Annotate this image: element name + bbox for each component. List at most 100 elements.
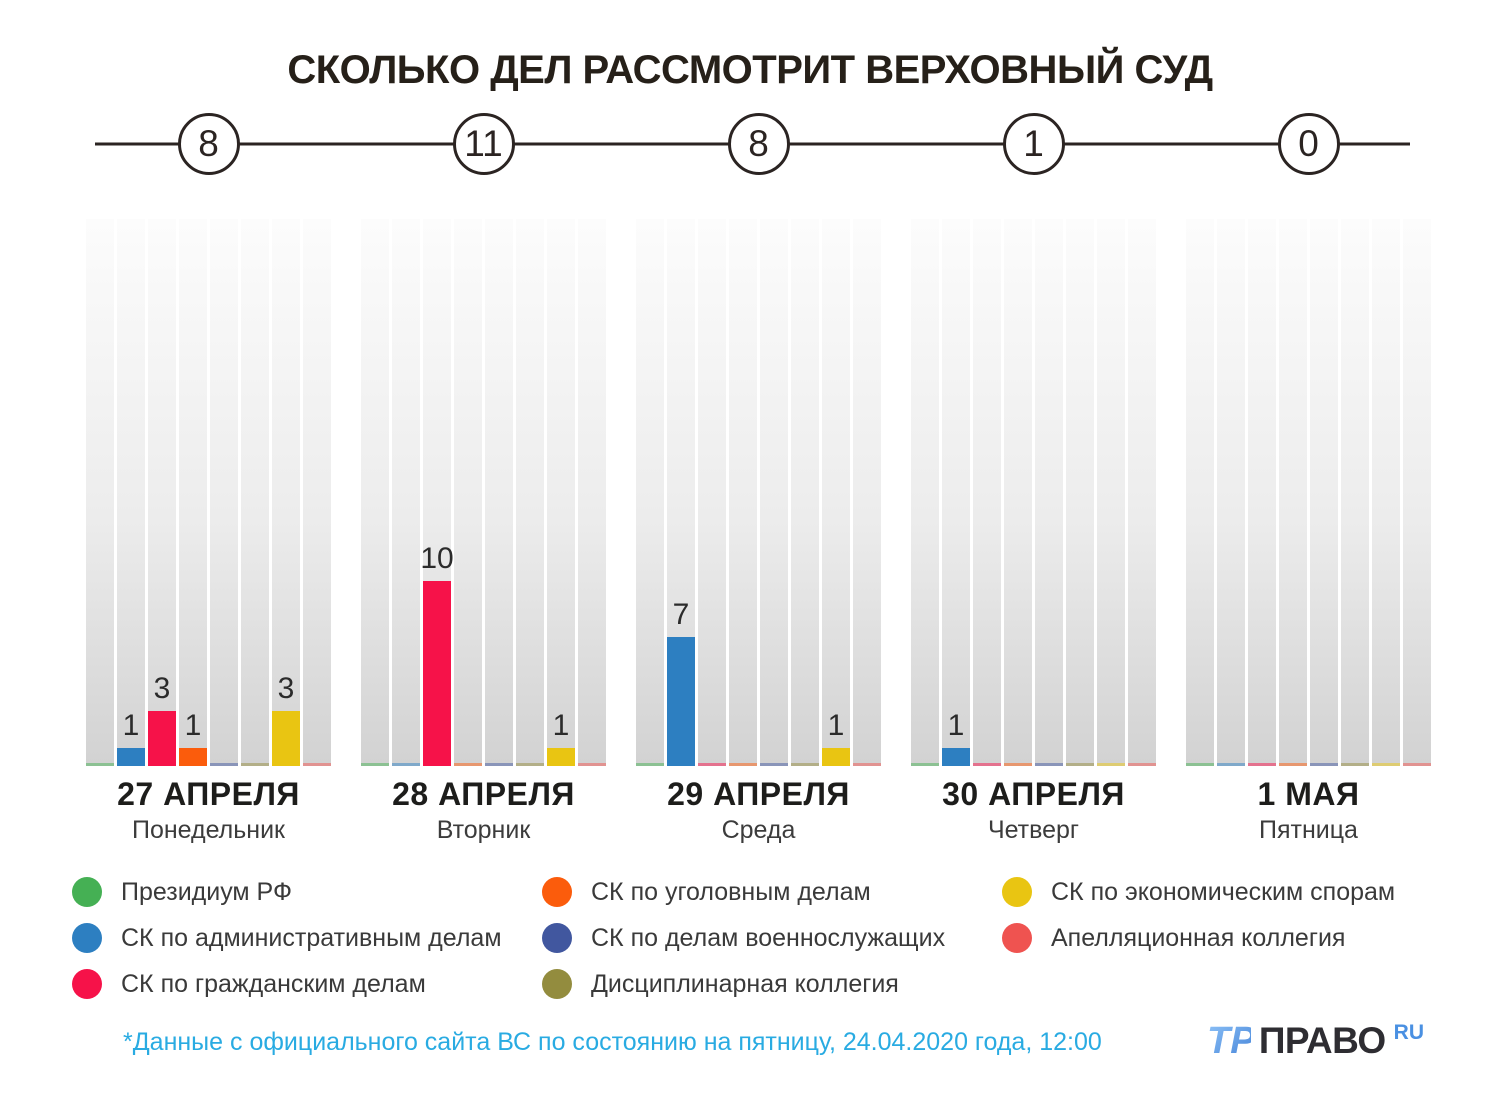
category-column	[1341, 219, 1369, 766]
day-weekday-label: Понедельник	[131, 816, 285, 844]
timeline-slot: 8	[636, 109, 881, 179]
legend-label: Апелляционная коллегия	[1051, 923, 1346, 952]
day-columns	[1186, 219, 1431, 766]
category-column: 10	[420, 219, 454, 766]
bar-value-label: 1	[122, 708, 140, 742]
category-base-strip	[853, 763, 881, 766]
category-base-strip	[760, 763, 788, 766]
legend-item: СК по административным делам	[72, 923, 542, 953]
category-base-strip	[578, 763, 606, 766]
category-base-strip	[1341, 763, 1369, 766]
timeline-circle-value: 0	[1298, 123, 1319, 164]
category-column: 7	[667, 219, 695, 766]
category-column	[853, 219, 881, 766]
category-base-strip	[210, 763, 238, 766]
day-date-label: 28 АПРЕЛЯ	[392, 776, 575, 812]
category-base-strip	[1097, 763, 1125, 766]
category-base-strip	[729, 763, 757, 766]
bar-value-label: 1	[827, 708, 845, 742]
value-bar	[179, 747, 207, 766]
bar-value-label: 7	[672, 597, 690, 631]
timeline-circle: 0	[1277, 113, 1340, 175]
timeline-slot: 1	[911, 109, 1156, 179]
timeline-circle: 8	[727, 113, 790, 175]
timeline-circle-value: 1	[1023, 123, 1044, 164]
category-base-strip	[973, 763, 1001, 766]
category-base-strip	[636, 763, 664, 766]
legend-column: Президиум РФ СК по административным делам…	[72, 877, 542, 999]
bar-chart: 1 3 1 3 27 АПРЕЛЯ Понедельник 10 1 28 АПРЕЛЯ Втор…	[0, 219, 1500, 845]
category-column	[1279, 219, 1307, 766]
category-column	[303, 219, 331, 766]
category-column	[760, 219, 788, 766]
category-column: 3	[148, 219, 176, 766]
timeline-slot: 0	[1186, 109, 1431, 179]
footnote: *Данные с официального сайта ВС по состо…	[123, 1028, 1102, 1056]
category-base-strip	[1248, 763, 1276, 766]
category-column	[729, 219, 757, 766]
category-base-strip	[1186, 763, 1214, 766]
pravo-logo-icon: ТР	[1207, 1020, 1251, 1062]
pravo-logo: ТР ПРАВО RU	[1205, 1019, 1424, 1063]
category-base-strip	[1403, 763, 1431, 766]
category-column	[516, 219, 544, 766]
category-column	[392, 219, 420, 766]
pravo-logo-suffix: RU	[1393, 1021, 1424, 1044]
category-column	[1097, 219, 1125, 766]
legend: Президиум РФ СК по административным делам…	[0, 877, 1500, 999]
day-group: 7 1 29 АПРЕЛЯ Среда	[636, 219, 881, 845]
value-bar	[117, 747, 145, 766]
category-column	[454, 219, 482, 766]
value-bar	[272, 710, 300, 766]
category-base-strip	[485, 763, 513, 766]
category-base-strip	[1128, 763, 1156, 766]
category-base-strip	[361, 763, 389, 766]
category-base-strip	[1279, 763, 1307, 766]
category-column	[1310, 219, 1338, 766]
bar-value-label: 3	[277, 671, 295, 705]
category-column: 1	[822, 219, 850, 766]
legend-label: СК по делам военнослужащих	[591, 923, 946, 952]
category-column	[973, 219, 1001, 766]
legend-dot-icon	[542, 969, 572, 999]
category-column	[1035, 219, 1063, 766]
category-column	[911, 219, 939, 766]
timeline-circle: 11	[452, 113, 515, 175]
category-column	[1128, 219, 1156, 766]
bar-value-label: 1	[947, 708, 965, 742]
value-bar	[547, 747, 575, 766]
legend-item: СК по гражданским делам	[72, 969, 542, 999]
day-date-label: 29 АПРЕЛЯ	[667, 776, 850, 812]
value-bar	[822, 747, 850, 766]
category-column	[86, 219, 114, 766]
legend-item: Апелляционная коллегия	[1002, 923, 1395, 953]
day-group: 1 30 АПРЕЛЯ Четверг	[911, 219, 1156, 845]
bar-value-label: 3	[153, 671, 171, 705]
category-column	[791, 219, 819, 766]
legend-label: СК по экономическим спорам	[1051, 877, 1396, 906]
category-base-strip	[454, 763, 482, 766]
day-date-label: 27 АПРЕЛЯ	[117, 776, 300, 812]
day-columns: 10 1	[361, 219, 606, 766]
legend-label: СК по гражданским делам	[121, 969, 426, 998]
day-weekday-label: Четверг	[987, 816, 1080, 844]
legend-column: СК по экономическим спорам Апелляционная …	[1002, 877, 1395, 999]
value-bar	[667, 636, 695, 766]
legend-item: СК по делам военнослужащих	[542, 923, 1002, 953]
category-column	[1217, 219, 1245, 766]
category-column	[485, 219, 513, 766]
legend-label: СК по уголовным делам	[591, 877, 871, 906]
bar-value-label: 10	[420, 542, 454, 575]
day-date-label: 1 МАЯ	[1257, 776, 1360, 812]
pravo-logo-text: ПРАВО	[1258, 1020, 1386, 1061]
day-weekday-label: Вторник	[436, 816, 531, 844]
category-column: 1	[179, 219, 207, 766]
day-weekday-label: Пятница	[1259, 816, 1358, 844]
category-column	[361, 219, 389, 766]
legend-dot-icon	[72, 877, 102, 907]
day-date-label: 30 АПРЕЛЯ	[942, 776, 1125, 812]
timeline-slot: 11	[361, 109, 606, 179]
legend-item: Дисциплинарная коллегия	[542, 969, 1002, 999]
legend-dot-icon	[1002, 877, 1032, 907]
